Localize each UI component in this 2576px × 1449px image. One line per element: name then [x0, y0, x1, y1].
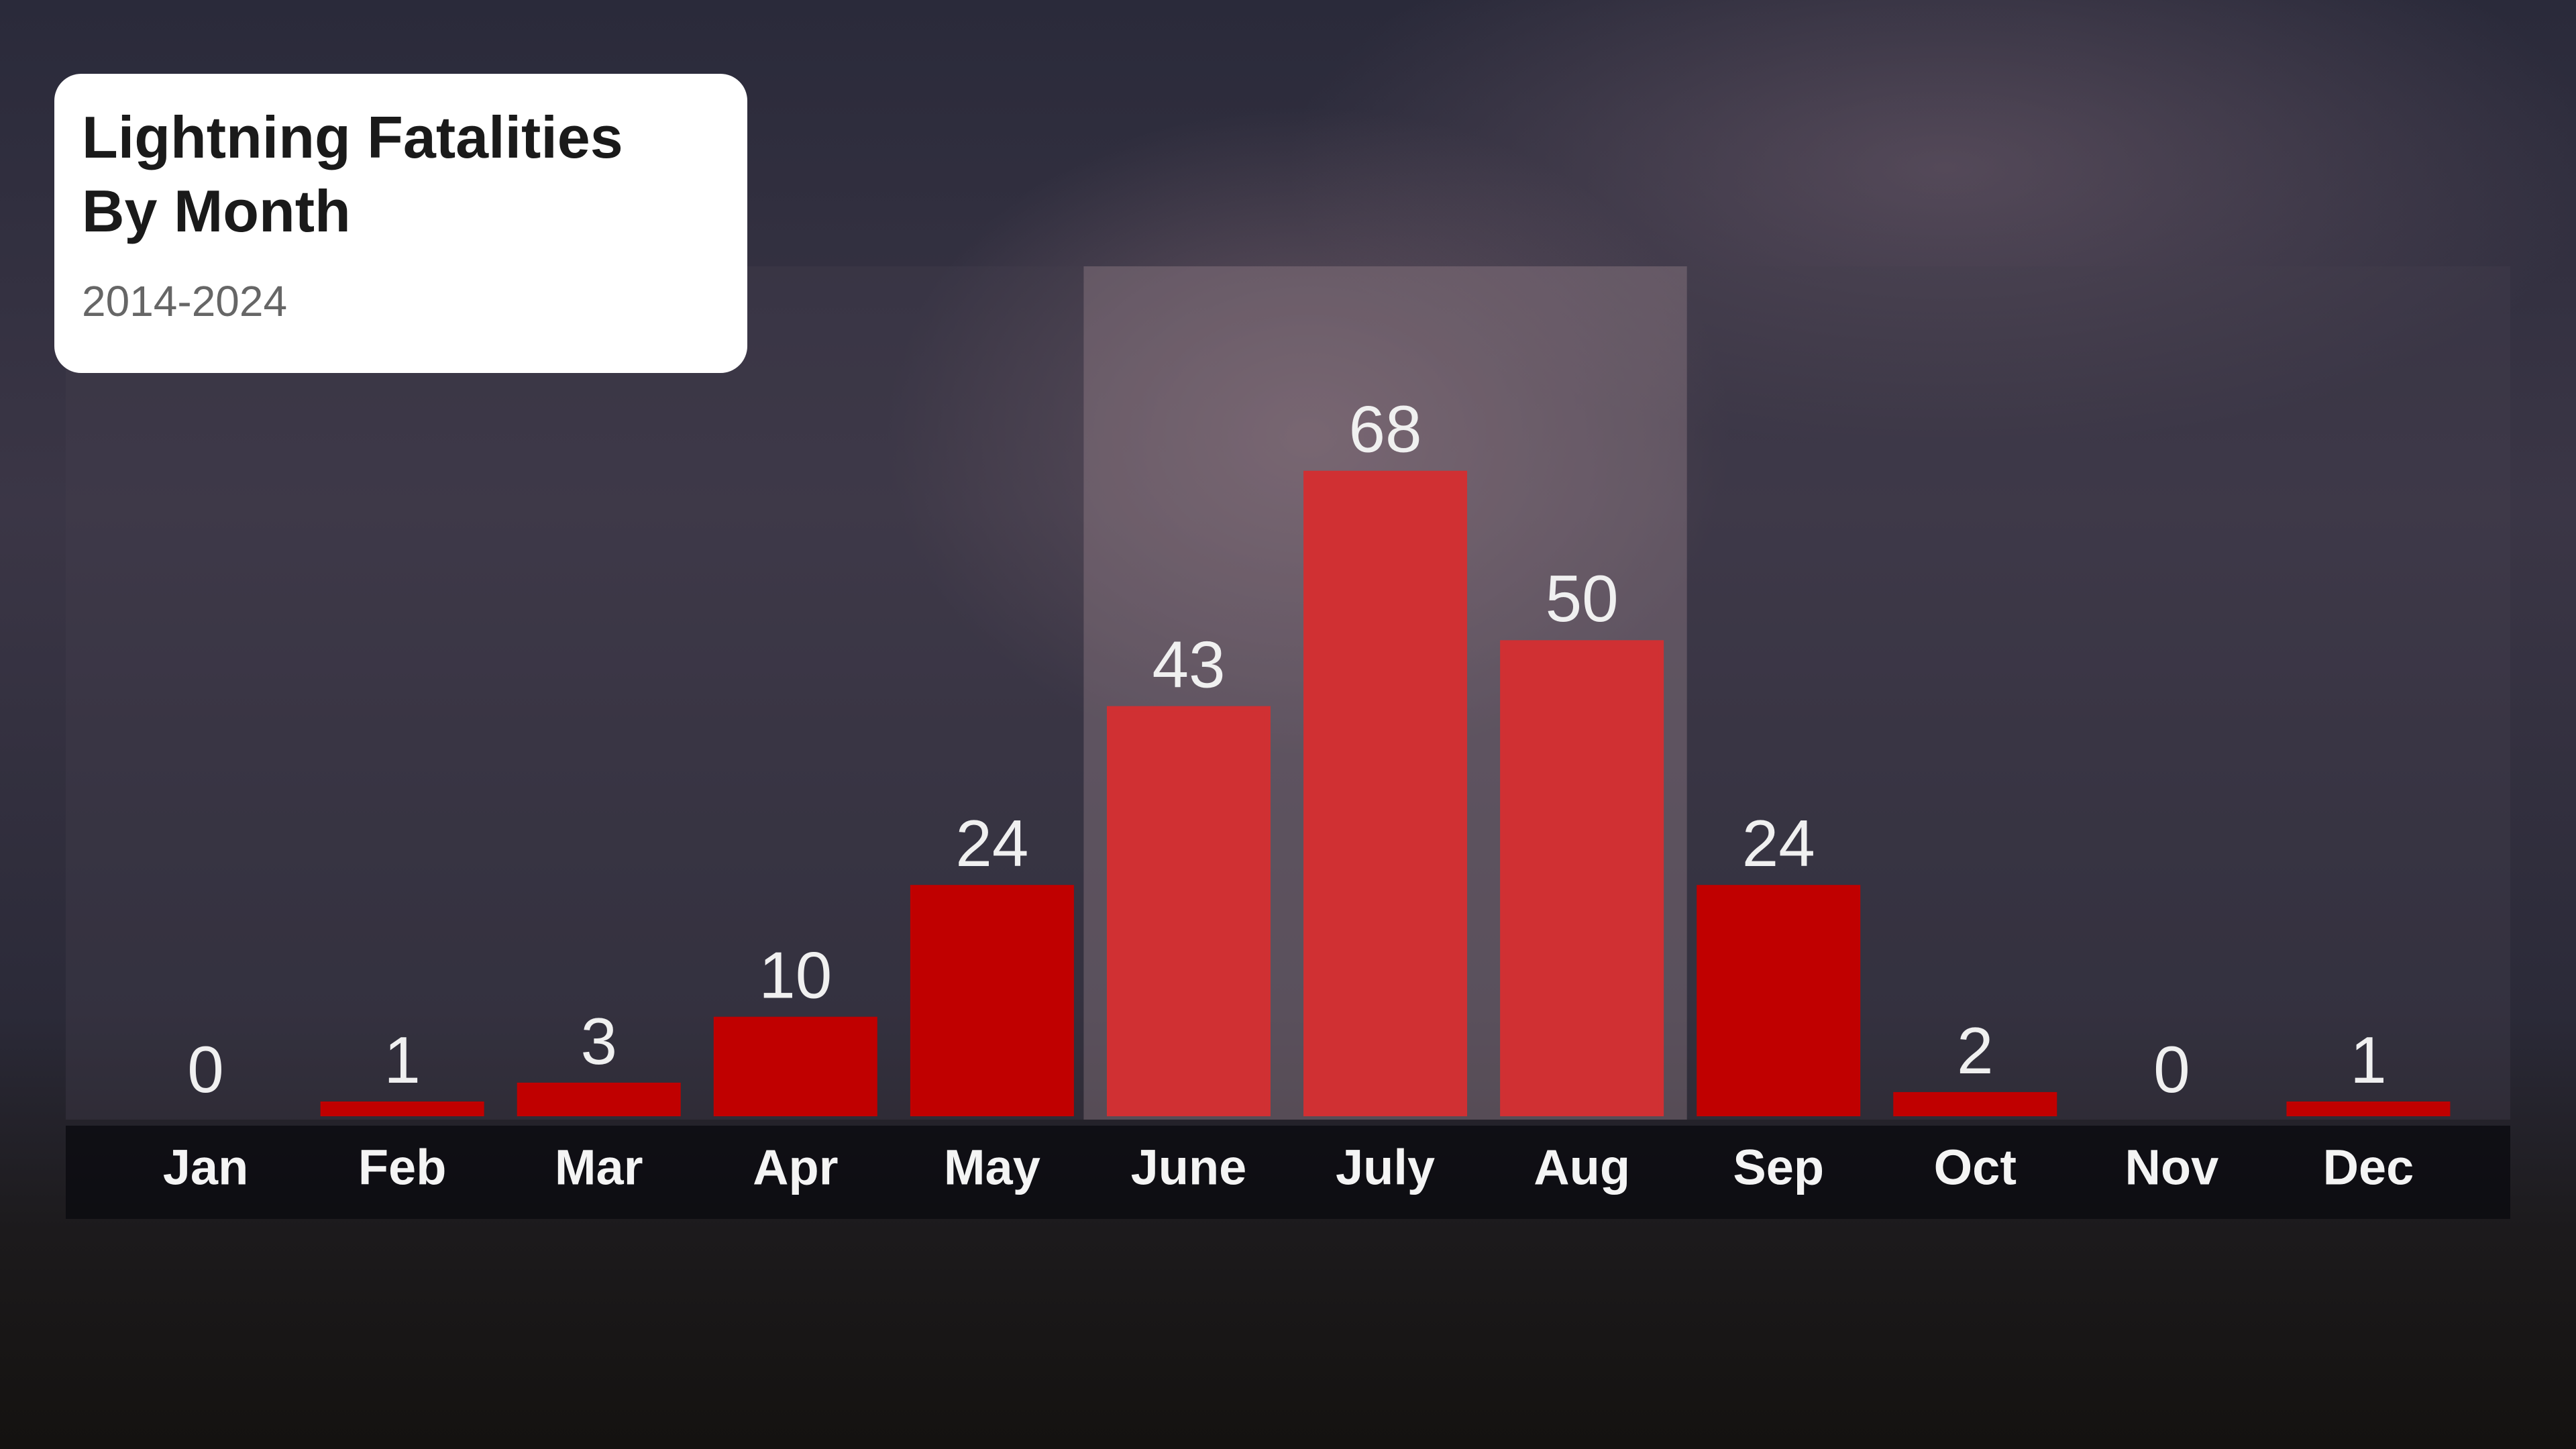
x-tick-label: Mar	[555, 1140, 643, 1195]
value-label: 1	[2350, 1023, 2387, 1097]
x-tick-label: Nov	[2125, 1140, 2218, 1195]
value-label: 24	[955, 806, 1028, 880]
bar	[910, 885, 1074, 1116]
bar	[713, 1016, 877, 1116]
bar	[517, 1082, 681, 1117]
x-tick-label: Dec	[2323, 1140, 2414, 1195]
chart-subtitle: 2014-2024	[82, 277, 288, 325]
chart-title: Lightning Fatalities By Month	[82, 104, 623, 244]
x-tick-label: Jan	[163, 1140, 249, 1195]
value-label: 24	[1742, 806, 1815, 880]
x-tick-label: Feb	[358, 1140, 447, 1195]
bar	[1303, 470, 1468, 1116]
title-box: Lightning Fatalities By Month 2014-2024	[54, 74, 747, 373]
label-strip	[66, 1126, 2510, 1219]
bar	[1106, 706, 1271, 1116]
x-tick-label: June	[1131, 1140, 1247, 1195]
value-label: 68	[1349, 392, 1422, 466]
bar	[2286, 1101, 2451, 1117]
bar	[1500, 640, 1664, 1116]
value-label: 0	[2153, 1032, 2190, 1106]
x-tick-label: Aug	[1534, 1140, 1630, 1195]
bar	[1697, 885, 1861, 1116]
plot-panel	[66, 266, 2510, 1120]
x-tick-label: Apr	[753, 1140, 838, 1195]
value-label: 1	[384, 1023, 421, 1097]
x-tick-label: Sep	[1733, 1140, 1824, 1195]
value-label: 2	[1957, 1014, 1994, 1087]
bar	[320, 1101, 484, 1117]
bar	[1893, 1091, 2057, 1117]
x-tick-label: May	[944, 1140, 1040, 1195]
value-label: 3	[580, 1004, 617, 1078]
value-label: 43	[1152, 627, 1225, 701]
x-tick-label: Oct	[1934, 1140, 2017, 1195]
x-tick-label: July	[1336, 1140, 1435, 1195]
value-label: 0	[187, 1032, 224, 1106]
value-label: 50	[1546, 561, 1619, 635]
value-label: 10	[759, 938, 832, 1012]
